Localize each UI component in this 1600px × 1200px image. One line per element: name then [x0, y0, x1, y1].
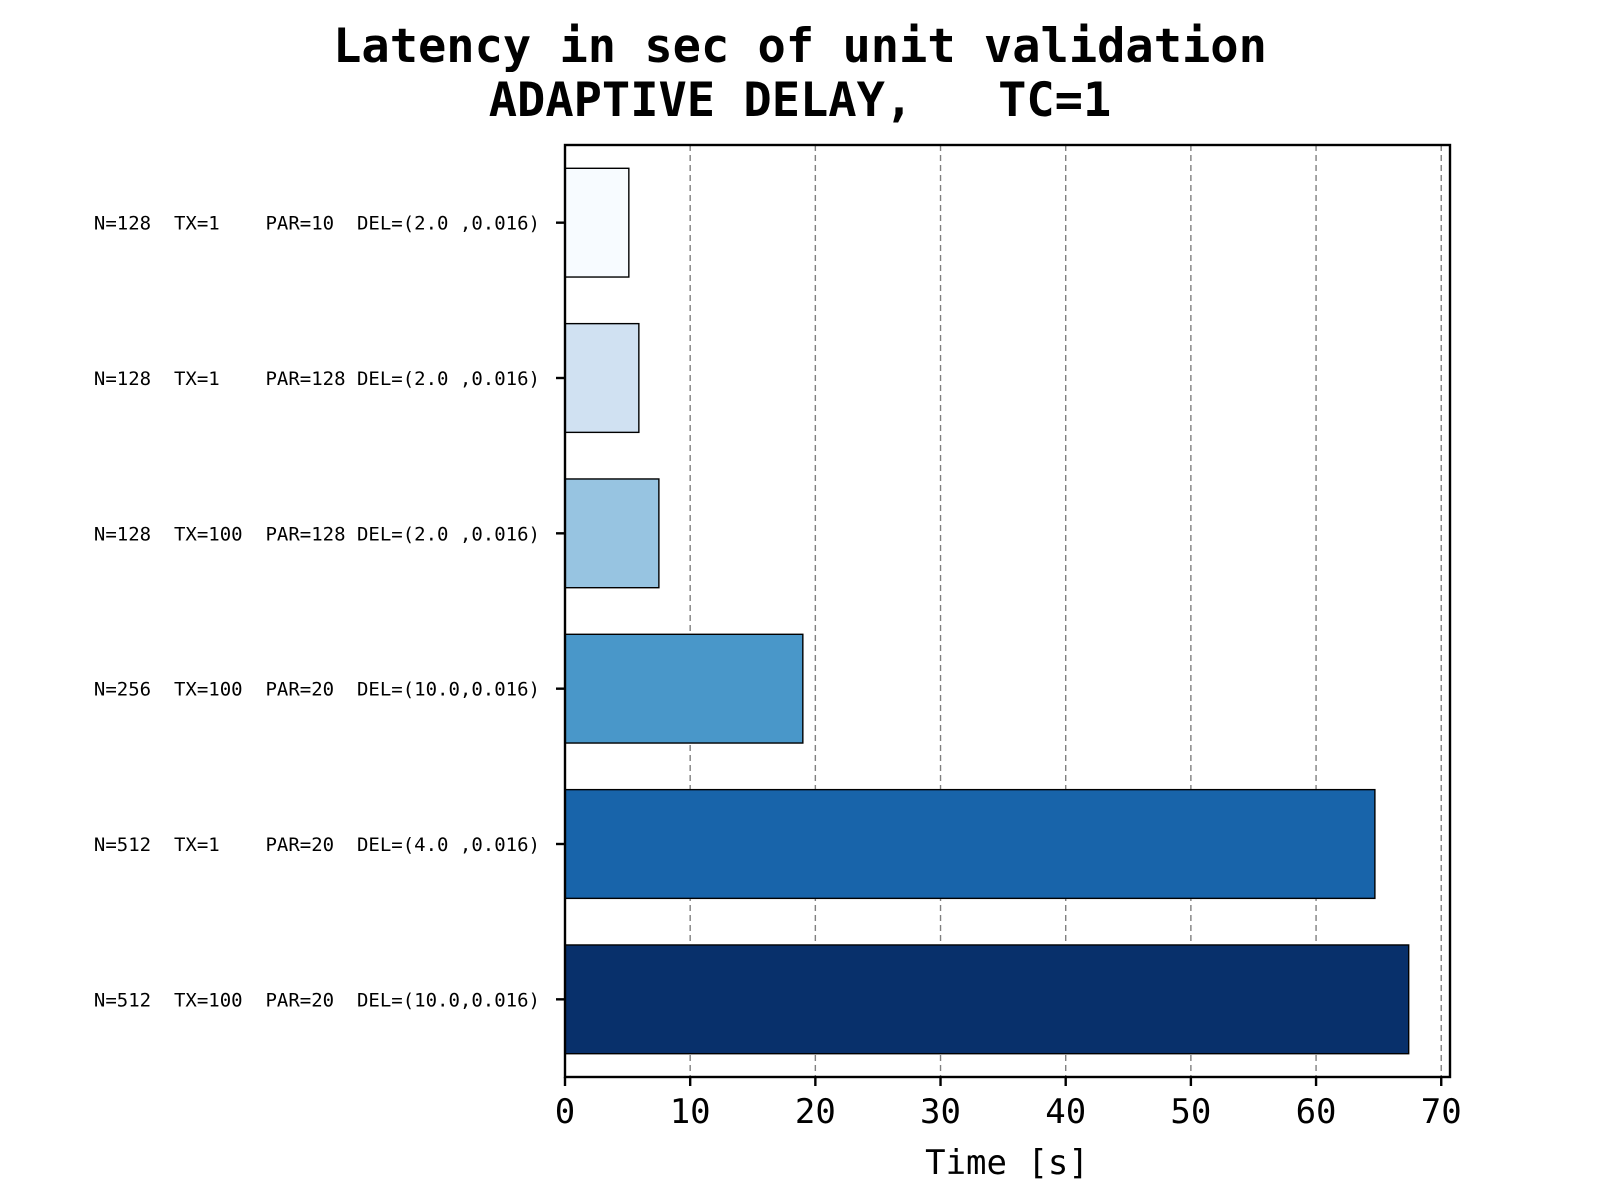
y-tick-label: N=512 TX=1 PAR=20 DEL=(4.0 ,0.016) [94, 834, 540, 856]
chart-subtitle: ADAPTIVE DELAY, TC=1 [489, 73, 1112, 128]
bar [564, 788, 1376, 900]
y-tick-label: N=128 TX=1 PAR=10 DEL=(2.0 ,0.016) [94, 213, 540, 235]
bars [564, 167, 1410, 1055]
x-axis-label: Time [s] [925, 1143, 1089, 1183]
y-axis: N=128 TX=1 PAR=10 DEL=(2.0 ,0.016) N=128 … [94, 213, 565, 1011]
x-tick-label: 10 [670, 1092, 711, 1132]
bar [564, 167, 630, 278]
x-tick-label: 60 [1296, 1092, 1337, 1132]
bar [564, 633, 804, 744]
y-tick-label: N=128 TX=100 PAR=128 DEL=(2.0 ,0.016) [94, 523, 540, 545]
x-tick-label: 0 [555, 1092, 575, 1132]
y-tick-label: N=128 TX=1 PAR=128 DEL=(2.0 ,0.016) [94, 368, 540, 390]
x-tick-label: 20 [795, 1092, 836, 1132]
y-tick-label: N=256 TX=100 PAR=20 DEL=(10.0,0.016) [94, 679, 540, 701]
x-tick-label: 70 [1421, 1092, 1462, 1132]
x-axis: 0 10 20 30 40 50 60 70 [555, 1077, 1462, 1132]
x-tick-label: 50 [1170, 1092, 1211, 1132]
bar [564, 944, 1410, 1055]
y-tick-label: N=512 TX=100 PAR=20 DEL=(10.0,0.016) [94, 989, 540, 1011]
bar [564, 478, 660, 589]
plot-frame [563, 143, 1452, 1079]
x-tick-label: 40 [1045, 1092, 1086, 1132]
x-tick-label: 30 [920, 1092, 961, 1132]
chart-title: Latency in sec of unit validation [333, 19, 1267, 74]
bar [564, 322, 640, 434]
x-grid [689, 145, 1442, 1077]
